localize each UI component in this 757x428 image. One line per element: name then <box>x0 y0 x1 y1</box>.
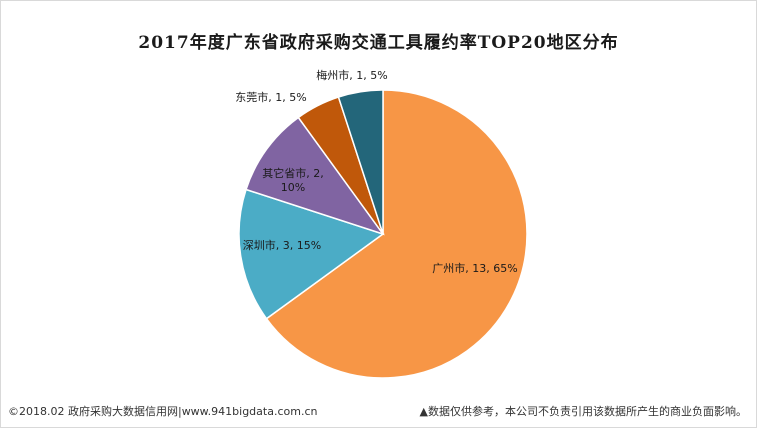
pie-slice-0 <box>265 89 528 379</box>
footer-source: ©2018.02 政府采购大数据信用网|www.941bigdata.com.c… <box>8 405 318 418</box>
data-label-2: 其它省市, 2, 10% <box>262 166 324 194</box>
data-label-1: 深圳市, 3, 15% <box>243 238 321 252</box>
footer-disclaimer: ▲数据仅供参考，本公司不负责引用该数据所产生的商业负面影响。 <box>419 405 747 418</box>
data-label-4: 梅州市, 1, 5% <box>316 68 387 82</box>
pie-slice-4 <box>337 89 384 235</box>
data-label-0: 广州市, 13, 65% <box>432 261 517 275</box>
pie-slice-1 <box>238 188 385 320</box>
chart-title: 2017年度广东省政府采购交通工具履约率TOP20地区分布 <box>138 33 619 53</box>
data-label-3: 东莞市, 1, 5% <box>235 90 306 104</box>
pie-slice-2 <box>245 116 385 236</box>
